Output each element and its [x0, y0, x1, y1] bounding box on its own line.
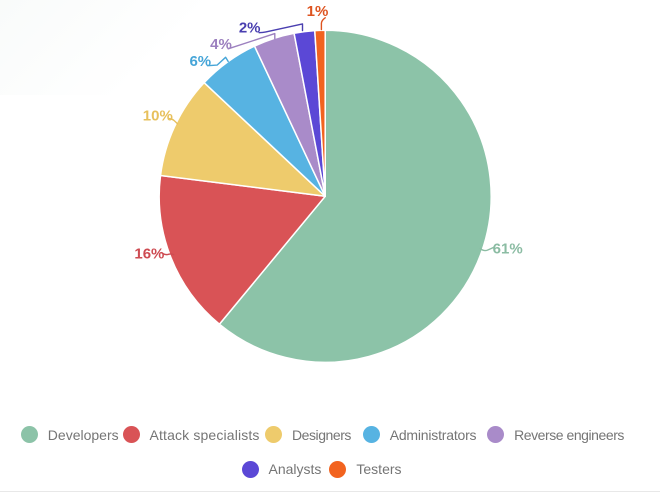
svg-text:2%: 2% [239, 19, 261, 36]
svg-text:61%: 61% [493, 241, 523, 258]
svg-text:10%: 10% [143, 107, 173, 124]
svg-text:16%: 16% [134, 245, 164, 262]
svg-text:1%: 1% [307, 3, 329, 20]
svg-text:6%: 6% [189, 53, 211, 70]
svg-text:4%: 4% [210, 36, 232, 53]
